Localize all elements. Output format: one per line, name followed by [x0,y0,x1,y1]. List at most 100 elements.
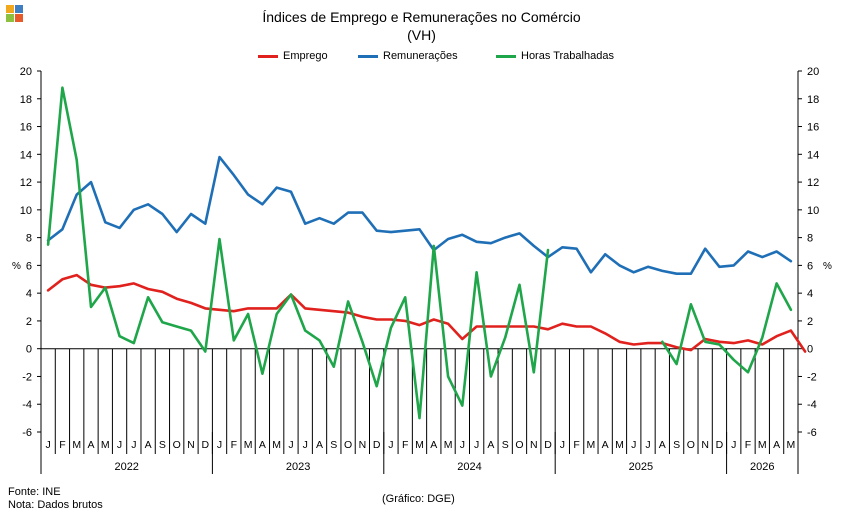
logo-square-1 [6,5,14,13]
x-tick-label: J [46,439,51,451]
x-tick-label: J [217,439,222,451]
logo-square-4 [15,14,23,22]
x-tick-label: J [131,439,136,451]
legend: Emprego Remunerações Horas Trabalhadas [0,50,843,66]
note-text: Nota: Dados brutos [8,499,103,511]
x-tick-label: J [731,439,736,451]
series-line-horas-trabalhadas [46,86,550,420]
x-tick-label: F [231,439,237,451]
y-tick-label-right: 12 [807,177,819,189]
year-label: 2023 [286,461,310,473]
x-tick-label: M [415,439,424,451]
x-tick-label: J [460,439,465,451]
year-label: 2025 [629,461,653,473]
year-label: 2022 [114,461,138,473]
x-tick-label: O [173,439,181,451]
x-tick-label: N [187,439,195,451]
x-tick-label: A [602,439,609,451]
year-label: 2026 [750,461,774,473]
x-tick-label: D [373,439,381,451]
source-text: Fonte: INE [8,486,61,498]
y-axis-label-left: % [12,261,21,272]
x-tick-label: S [159,439,166,451]
credit-text: (Gráfico: DGE) [382,493,455,505]
x-tick-label: M [786,439,795,451]
y-tick-label-left: -4 [22,399,32,411]
x-tick-label: A [316,439,323,451]
y-tick-label-right: 0 [807,344,813,356]
legend-item-horas-trabalhadas: Horas Trabalhadas [496,50,614,62]
chart-title: Índices de Emprego e Remunerações no Com… [262,9,581,25]
x-tick-label: A [659,439,666,451]
logo-icon [6,5,24,23]
legend-item-emprego: Emprego [258,50,328,62]
logo-square-3 [6,14,14,22]
x-tick-label: M [72,439,81,451]
x-tick-label: J [474,439,479,451]
y-tick-label-left: 2 [26,316,32,328]
x-tick-label: F [59,439,65,451]
x-tick-label: D [716,439,724,451]
x-tick-label: S [502,439,509,451]
y-tick-label-right: -2 [807,371,817,383]
y-tick-label-left: 16 [20,122,32,134]
y-tick-label-left: 14 [20,149,32,161]
y-tick-label-right: 16 [807,122,819,134]
y-tick-label-right: 2 [807,316,813,328]
x-tick-label: J [631,439,636,451]
legend-swatch [496,54,516,58]
x-tick-label: J [117,439,122,451]
y-tick-label-left: 4 [26,288,32,300]
x-tick-label: F [573,439,579,451]
x-tick-label: O [344,439,352,451]
x-tick-label: D [544,439,552,451]
legend-label: Horas Trabalhadas [521,50,614,62]
x-tick-label: F [745,439,751,451]
y-tick-label-left: -2 [22,371,32,383]
x-tick-label: O [687,439,695,451]
x-tick-label: N [530,439,538,451]
x-tick-label: S [330,439,337,451]
x-tick-label: S [673,439,680,451]
legend-label: Remunerações [383,50,458,62]
y-tick-label-right: 14 [807,149,819,161]
legend-label: Emprego [283,50,328,62]
series-line-horas-trabalhadas [660,282,793,374]
x-tick-label: O [515,439,523,451]
x-tick-label: M [587,439,596,451]
x-tick-label: M [758,439,767,451]
y-tick-label-left: 6 [26,260,32,272]
logo-square-2 [15,5,23,13]
series-line-remuneracoes [46,155,793,276]
legend-swatch [358,54,378,58]
x-tick-label: A [87,439,94,451]
y-tick-label-left: -6 [22,427,32,439]
x-tick-label: A [259,439,266,451]
x-tick-label: D [201,439,209,451]
y-tick-label-right: 18 [807,94,819,106]
y-tick-label-left: 8 [26,233,32,245]
y-tick-label-left: 0 [26,344,32,356]
y-tick-label-right: 6 [807,260,813,272]
x-tick-label: M [615,439,624,451]
y-tick-label-right: -4 [807,399,817,411]
x-tick-label: N [701,439,709,451]
y-tick-label-right: 10 [807,205,819,217]
x-tick-label: A [487,439,494,451]
x-tick-label: A [145,439,152,451]
y-tick-label-right: -6 [807,427,817,439]
x-tick-label: J [303,439,308,451]
x-tick-label: M [244,439,253,451]
x-tick-label: A [430,439,437,451]
legend-item-remuneracoes: Remunerações [358,50,458,62]
x-tick-label: F [402,439,408,451]
y-tick-label-left: 10 [20,205,32,217]
x-tick-label: A [773,439,780,451]
y-tick-label-left: 18 [20,94,32,106]
x-tick-label: J [388,439,393,451]
chart-subtitle: (VH) [407,27,436,43]
y-tick-label-left: 20 [20,66,32,78]
legend-swatch [258,54,278,58]
y-tick-label-right: 8 [807,233,813,245]
